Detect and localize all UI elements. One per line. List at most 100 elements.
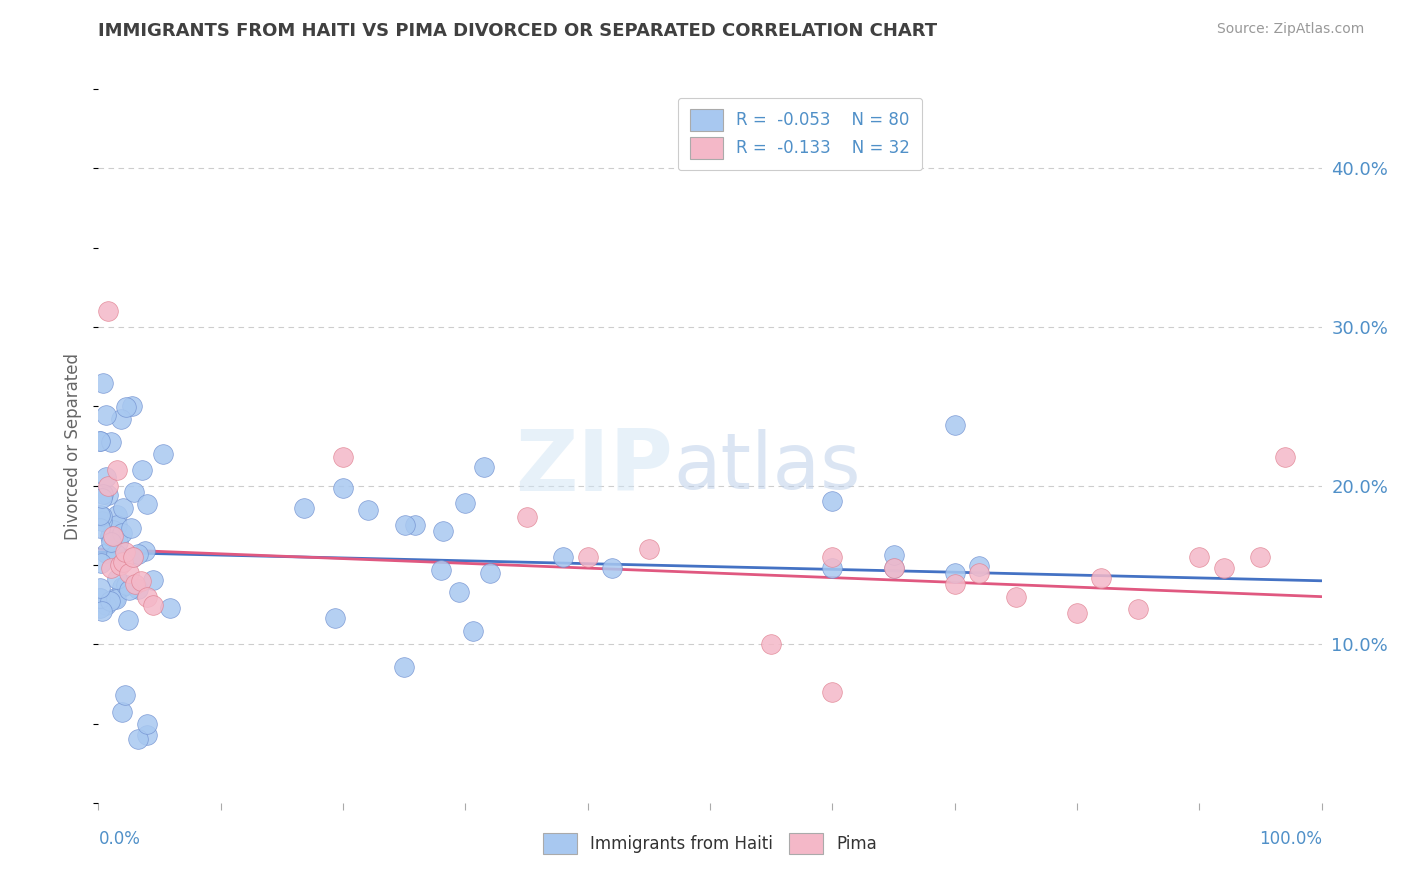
Point <box>97 478 120 492</box>
Point <box>89 434 111 448</box>
Point <box>90 491 112 505</box>
Point <box>142 598 165 612</box>
Point <box>110 558 132 572</box>
Point <box>97 488 120 502</box>
Point <box>292 501 315 516</box>
Point <box>761 637 783 651</box>
Point <box>105 508 128 523</box>
Point <box>118 566 141 580</box>
Point <box>967 566 990 580</box>
Point <box>430 564 453 578</box>
Point <box>325 611 347 625</box>
Point <box>96 408 118 422</box>
Point <box>124 577 146 591</box>
Point <box>576 549 599 564</box>
Point <box>821 561 844 575</box>
Point <box>101 529 124 543</box>
Point <box>1249 549 1271 564</box>
Point <box>114 688 136 702</box>
Legend: Immigrants from Haiti, Pima: Immigrants from Haiti, Pima <box>531 821 889 866</box>
Point <box>89 591 111 605</box>
Point <box>472 460 495 475</box>
Point <box>332 450 354 464</box>
Point <box>100 561 122 575</box>
Text: IMMIGRANTS FROM HAITI VS PIMA DIVORCED OR SEPARATED CORRELATION CHART: IMMIGRANTS FROM HAITI VS PIMA DIVORCED O… <box>98 22 938 40</box>
Point <box>449 585 471 599</box>
Point <box>89 601 111 615</box>
Point <box>121 400 143 414</box>
Point <box>553 549 575 564</box>
Point <box>121 550 143 565</box>
Point <box>117 613 139 627</box>
Point <box>89 581 111 595</box>
Text: Source: ZipAtlas.com: Source: ZipAtlas.com <box>1216 22 1364 37</box>
Point <box>515 510 537 524</box>
Point <box>131 463 153 477</box>
Point <box>105 463 128 477</box>
Point <box>91 376 114 390</box>
Point <box>122 485 145 500</box>
Point <box>111 525 134 540</box>
Point <box>110 412 132 426</box>
Point <box>134 543 156 558</box>
Point <box>943 577 966 591</box>
Point <box>117 582 139 597</box>
Point <box>356 502 378 516</box>
Point <box>821 685 844 699</box>
Point <box>1090 571 1112 585</box>
Point <box>89 521 111 535</box>
Point <box>883 561 905 575</box>
Point <box>135 728 157 742</box>
Point <box>1066 606 1088 620</box>
Point <box>883 561 905 575</box>
Point <box>454 496 477 510</box>
Point <box>105 518 128 533</box>
Point <box>129 574 152 588</box>
Point <box>127 547 149 561</box>
Point <box>112 501 135 516</box>
Point <box>1128 602 1150 616</box>
Point <box>91 509 114 524</box>
Point <box>136 716 159 731</box>
Point <box>1188 549 1211 564</box>
Point <box>943 566 966 580</box>
Point <box>91 487 114 501</box>
Point <box>111 581 134 595</box>
Point <box>943 417 966 432</box>
Point <box>404 518 426 533</box>
Point <box>128 582 150 597</box>
Point <box>332 481 354 495</box>
Point <box>94 598 117 612</box>
Point <box>98 529 121 543</box>
Point <box>159 601 181 615</box>
Point <box>1212 561 1234 575</box>
Point <box>461 624 484 638</box>
Point <box>127 732 149 747</box>
Text: atlas: atlas <box>673 429 860 506</box>
Point <box>100 434 122 449</box>
Point <box>821 494 844 508</box>
Point <box>105 572 128 586</box>
Point <box>104 591 127 606</box>
Point <box>107 535 129 549</box>
Point <box>94 470 117 484</box>
Text: ZIP: ZIP <box>516 425 673 509</box>
Point <box>392 660 416 674</box>
Point <box>104 547 127 561</box>
Point <box>98 593 121 607</box>
Point <box>89 591 111 606</box>
Point <box>883 549 905 563</box>
Point <box>600 561 623 575</box>
Point <box>89 434 111 449</box>
Point <box>89 508 111 522</box>
Text: 0.0%: 0.0% <box>98 830 141 847</box>
Point <box>394 517 416 532</box>
Point <box>821 549 844 564</box>
Point <box>91 604 114 618</box>
Point <box>432 524 454 538</box>
Point <box>115 578 138 592</box>
Point <box>105 591 128 606</box>
Point <box>967 559 990 574</box>
Point <box>121 549 143 564</box>
Point <box>100 535 122 549</box>
